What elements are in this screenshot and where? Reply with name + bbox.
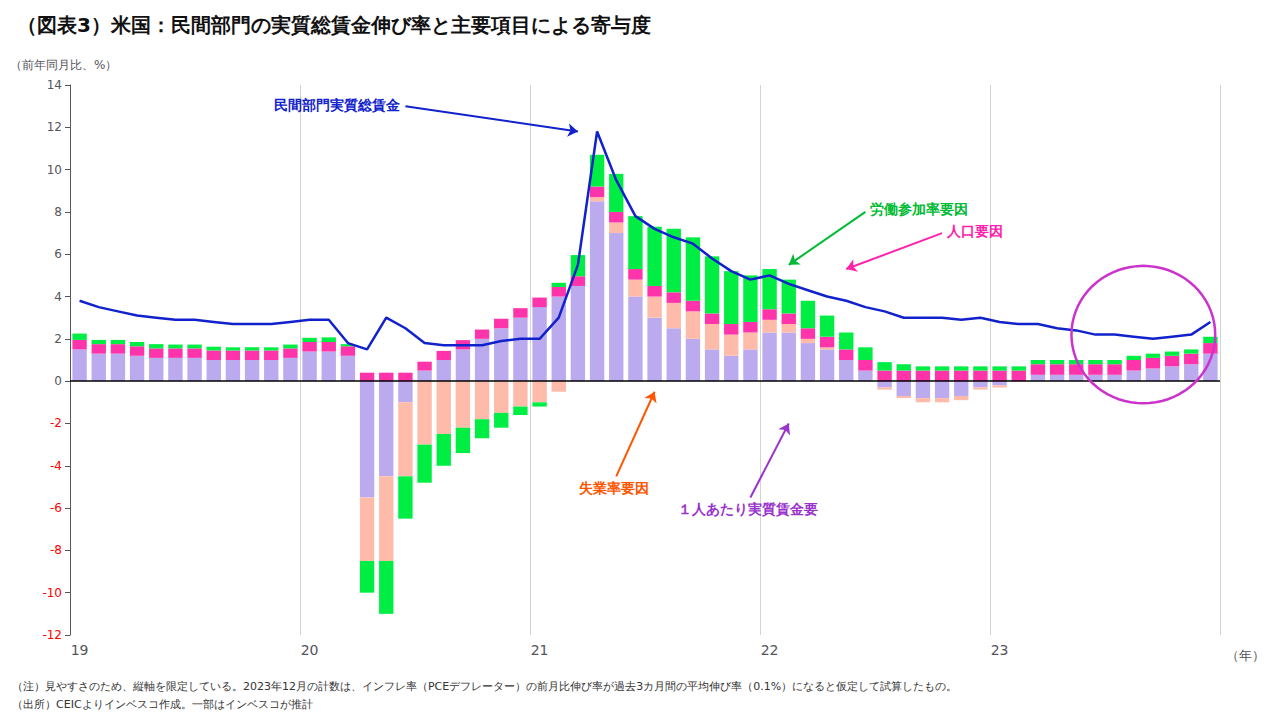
svg-text:-10: -10 — [42, 586, 62, 600]
svg-text:人口要因: 人口要因 — [946, 223, 1003, 239]
svg-text:22: 22 — [761, 642, 779, 658]
svg-text:0: 0 — [54, 374, 62, 388]
svg-text:8: 8 — [54, 205, 62, 219]
svg-text:（出所）CEICよりインベスコ作成。一部はインベスコが推計: （出所）CEICよりインベスコ作成。一部はインベスコが推計 — [12, 698, 313, 711]
svg-text:23: 23 — [991, 642, 1009, 658]
svg-text:10: 10 — [47, 163, 62, 177]
svg-text:（年）: （年） — [1226, 648, 1265, 663]
svg-text:-6: -6 — [50, 501, 62, 515]
svg-text:14: 14 — [47, 78, 62, 92]
svg-text:-12: -12 — [42, 628, 62, 642]
svg-text:2: 2 — [54, 332, 62, 346]
svg-text:12: 12 — [47, 120, 62, 134]
svg-text:労働参加率要因: 労働参加率要因 — [870, 201, 968, 217]
svg-text:（前年同月比、%）: （前年同月比、%） — [10, 58, 117, 72]
svg-text:20: 20 — [301, 642, 319, 658]
svg-text:（図表3）米国：民間部門の実質総賃金伸び率と主要項目による寄: （図表3）米国：民間部門の実質総賃金伸び率と主要項目による寄与度 — [17, 13, 651, 37]
svg-text:-8: -8 — [50, 543, 62, 557]
svg-text:4: 4 — [54, 290, 62, 304]
svg-text:6: 6 — [54, 247, 62, 261]
svg-text:１人あたり実質賃金要: １人あたり実質賃金要 — [678, 501, 818, 517]
svg-text:失業率要因: 失業率要因 — [579, 480, 649, 496]
svg-text:19: 19 — [71, 642, 89, 658]
svg-text:21: 21 — [531, 642, 549, 658]
svg-text:民間部門実質総賃金: 民間部門実質総賃金 — [274, 97, 401, 113]
svg-text:（注）見やすさのため、縦軸を限定している。2023年12月の: （注）見やすさのため、縦軸を限定している。2023年12月の計数は、インフレ率（… — [12, 680, 957, 693]
svg-text:-4: -4 — [50, 459, 62, 473]
svg-text:-2: -2 — [50, 416, 62, 430]
